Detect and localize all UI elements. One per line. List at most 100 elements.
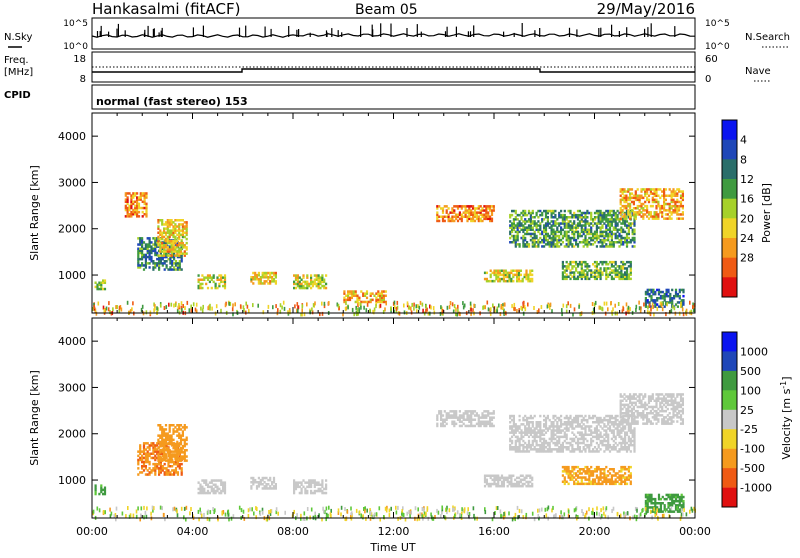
data-cell xyxy=(568,231,570,234)
data-cell xyxy=(162,465,164,468)
data-cell xyxy=(605,415,607,418)
data-cell xyxy=(164,268,166,271)
data-cell xyxy=(171,453,173,456)
data-cell xyxy=(198,481,200,484)
data-cell xyxy=(568,417,570,420)
data-cell xyxy=(596,245,598,248)
data-cell xyxy=(689,301,691,305)
data-cell xyxy=(503,270,505,273)
cpid-label: CPID xyxy=(4,90,31,101)
data-cell xyxy=(181,301,183,305)
data-cell xyxy=(558,425,560,428)
data-cell xyxy=(499,477,501,480)
data-cell xyxy=(650,205,652,208)
data-cell xyxy=(601,436,603,439)
data-cell xyxy=(512,475,514,478)
data-cell xyxy=(564,214,566,217)
data-cell xyxy=(149,444,151,447)
freq-tick-top: 18 xyxy=(73,54,86,65)
data-cell xyxy=(130,211,132,214)
data-cell xyxy=(515,224,517,227)
data-cell xyxy=(549,438,551,441)
data-cell xyxy=(487,410,489,413)
data-cell xyxy=(629,188,631,191)
data-cell xyxy=(139,444,141,447)
data-cell xyxy=(501,475,503,478)
data-cell xyxy=(446,216,448,219)
data-cell xyxy=(539,237,541,240)
data-cell xyxy=(600,431,602,434)
data-cell xyxy=(530,212,532,215)
data-cell xyxy=(592,276,594,279)
data-cell xyxy=(630,239,632,242)
data-cell xyxy=(566,265,568,268)
data-cell xyxy=(639,406,641,409)
data-cell xyxy=(492,479,494,482)
data-cell xyxy=(569,438,571,441)
data-cell xyxy=(213,281,215,284)
data-cell xyxy=(156,252,158,255)
data-cell xyxy=(682,217,684,220)
data-cell xyxy=(472,211,474,214)
data-cell xyxy=(375,297,377,300)
data-cell xyxy=(603,261,605,264)
data-cell xyxy=(492,272,494,275)
data-cell xyxy=(579,220,581,223)
data-cell xyxy=(566,243,568,246)
data-cell xyxy=(163,439,165,442)
data-cell xyxy=(363,306,365,310)
data-cell xyxy=(184,424,186,427)
data-cell xyxy=(600,417,602,420)
data-cell xyxy=(306,490,308,493)
data-cell xyxy=(156,262,158,265)
data-cell xyxy=(626,233,628,236)
data-cell xyxy=(560,419,562,422)
data-cell xyxy=(176,451,178,454)
data-cell xyxy=(671,217,673,220)
data-cell xyxy=(556,421,558,424)
data-cell xyxy=(554,434,556,437)
data-cell xyxy=(615,415,617,418)
data-cell xyxy=(603,450,605,453)
data-cell xyxy=(617,229,619,232)
data-cell xyxy=(174,426,176,429)
data-cell xyxy=(447,306,449,310)
data-cell xyxy=(181,308,183,312)
data-cell xyxy=(222,285,224,288)
data-cell xyxy=(293,479,295,482)
data-cell xyxy=(669,203,671,206)
data-cell xyxy=(301,488,303,491)
data-cell xyxy=(481,421,483,424)
data-cell xyxy=(100,484,102,487)
data-cell xyxy=(474,220,476,223)
data-cell xyxy=(524,483,526,486)
data-cell xyxy=(609,241,611,244)
data-cell xyxy=(678,201,680,204)
data-cell xyxy=(349,297,351,300)
data-cell xyxy=(584,425,586,428)
data-cell xyxy=(461,414,463,417)
data-cell xyxy=(586,220,588,223)
data-cell xyxy=(167,268,169,271)
data-cell xyxy=(601,212,603,215)
data-cell xyxy=(581,468,583,471)
data-cell xyxy=(440,410,442,413)
data-cell xyxy=(184,250,186,253)
data-cell xyxy=(137,237,139,240)
data-cell xyxy=(176,428,178,431)
data-cell xyxy=(448,412,450,415)
data-cell xyxy=(525,485,527,488)
data-cell xyxy=(252,276,254,279)
data-cell xyxy=(186,426,188,429)
data-cell xyxy=(609,425,611,428)
data-cell xyxy=(568,235,570,238)
data-cell xyxy=(575,239,577,242)
data-cell xyxy=(483,214,485,217)
data-cell xyxy=(558,446,560,449)
data-cell xyxy=(134,205,136,208)
data-cell xyxy=(588,434,590,437)
data-cell xyxy=(152,248,154,251)
colorbar-tick-label: 20 xyxy=(740,212,754,225)
data-cell xyxy=(98,493,100,496)
data-cell xyxy=(655,199,657,202)
